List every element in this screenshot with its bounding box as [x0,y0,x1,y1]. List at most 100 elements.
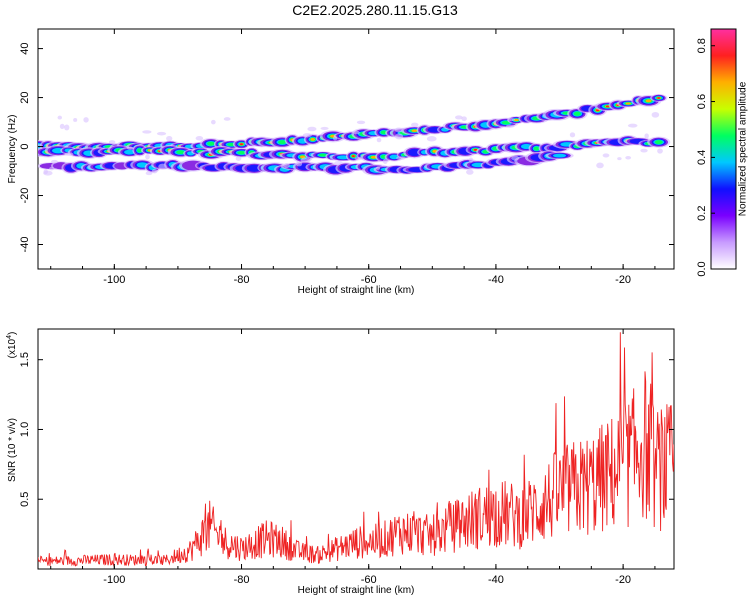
heatmap-speck [83,117,89,123]
heatmap-speck [617,157,622,161]
heatmap-speck [352,130,360,135]
snr-x-tick-label: -60 [361,574,377,586]
heatmap-speck [145,154,150,160]
heatmap-speck [461,116,467,122]
heatmap-speck [596,162,604,169]
snr-panel: -100 -80 -60 -40 -20 0.5 1.0 1.5 Height of stra… [6,328,675,596]
heatmap-speck [426,136,437,142]
heatmap-cell [473,148,478,151]
heatmap-speck [151,168,158,174]
heatmap-speck [64,152,74,156]
heatmap-y-tick-label: 0 [19,143,31,149]
snr-scale-base: (x10 [7,338,18,358]
heatmap-speck [142,130,152,134]
heatmap-marks [38,94,671,176]
heatmap-speck [657,148,663,154]
heatmap-cell [657,97,661,99]
heatmap-cell [237,150,246,155]
heatmap-speck [333,135,338,141]
heatmap-speck [602,153,610,158]
heatmap-cell [124,149,136,155]
heatmap-speck [126,146,134,150]
colorbar-tick-label: 0.6 [696,94,708,109]
snr-y-tick-label: 1.5 [19,352,31,367]
heatmap-speck [394,127,403,133]
colorbar-label: Normalized spectral amplitude [738,81,749,216]
heatmap-panel: -100 -80 -60 -40 -20 -40 -20 0 20 40 Height of st… [7,28,675,296]
heatmap-y-axis-label: Frequency (Hz) [7,115,18,184]
colorbar-tick-label: 0.8 [696,38,708,53]
heatmap-cell [625,102,631,105]
heatmap-speck [64,124,70,131]
heatmap-cell [310,137,316,141]
heatmap-speck [156,131,167,136]
heatmap-speck [505,124,515,128]
heatmap-speck [320,126,329,130]
heatmap-x-tick-label: -100 [103,274,125,286]
heatmap-y-tick-label: -20 [19,188,31,204]
heatmap-speck [466,169,474,175]
heatmap-x-tick-label: -60 [361,274,377,286]
heatmap-cell [553,153,567,158]
heatmap-cell [207,141,215,146]
snr-x-tick-label: -40 [488,574,504,586]
heatmap-cell [239,143,244,146]
heatmap-cell [411,129,418,132]
snr-series-line [38,332,674,567]
heatmap-speck [334,161,343,165]
heatmap-speck [195,136,204,141]
heatmap-speck [356,120,366,125]
colorbar-strip [710,28,737,270]
heatmap-speck [396,156,406,160]
heatmap-speck [295,161,303,167]
heatmap-speck [166,136,173,142]
heatmap-cell [176,150,185,155]
figure-title: C2E2.2025.280.11.15.G13 [292,2,458,18]
colorbar: 0.0 0.2 0.4 0.6 0.8 Normalized spectral ampl… [696,28,749,277]
snr-marks [38,332,674,567]
heatmap-cell [645,99,652,103]
heatmap-speck [108,140,116,145]
heatmap-speck [43,170,53,176]
heatmap-speck [507,118,516,122]
heatmap-speck [651,111,660,118]
heatmap-speck [300,157,311,163]
heatmap-x-axis-label: Height of straight line (km) [298,285,415,296]
heatmap-y-tick-label: 20 [19,91,31,103]
heatmap-cell [573,111,581,116]
heatmap-speck [376,137,382,143]
heatmap-cell [533,146,540,151]
heatmap-speck [51,159,58,164]
snr-x-tick-label: -80 [234,574,250,586]
heatmap-cell [318,153,328,157]
heatmap-speck [59,123,65,130]
heatmap-speck [57,115,63,120]
heatmap-speck [158,163,167,170]
heatmap-speck [354,156,363,161]
heatmap-cell [351,155,355,158]
heatmap-speck [235,156,242,161]
heatmap-speck [411,122,419,127]
snr-x-tick-label: -100 [103,574,125,586]
colorbar-tick-label: 0.2 [696,206,708,221]
heatmap-speck [625,155,632,160]
colorbar-ticks: 0.0 0.2 0.4 0.6 0.8 [696,38,715,277]
heatmap-x-tick-label: -40 [488,274,504,286]
heatmap-cell [136,148,143,153]
heatmap-y-tick-label: -40 [19,237,31,253]
heatmap-speck [394,133,404,140]
heatmap-x-tick-label: -80 [234,274,250,286]
heatmap-speck [283,162,290,169]
snr-y-tick-label: 1.0 [19,422,31,437]
heatmap-speck [468,157,474,163]
heatmap-speck [511,155,520,161]
heatmap-cell [654,140,663,145]
heatmap-speck [382,158,388,165]
heatmap-speck [644,133,649,139]
heatmap-speck [569,132,576,138]
heatmap-speck [627,123,638,128]
snr-frame [37,328,675,570]
heatmap-y-tick-label: 40 [19,42,31,54]
